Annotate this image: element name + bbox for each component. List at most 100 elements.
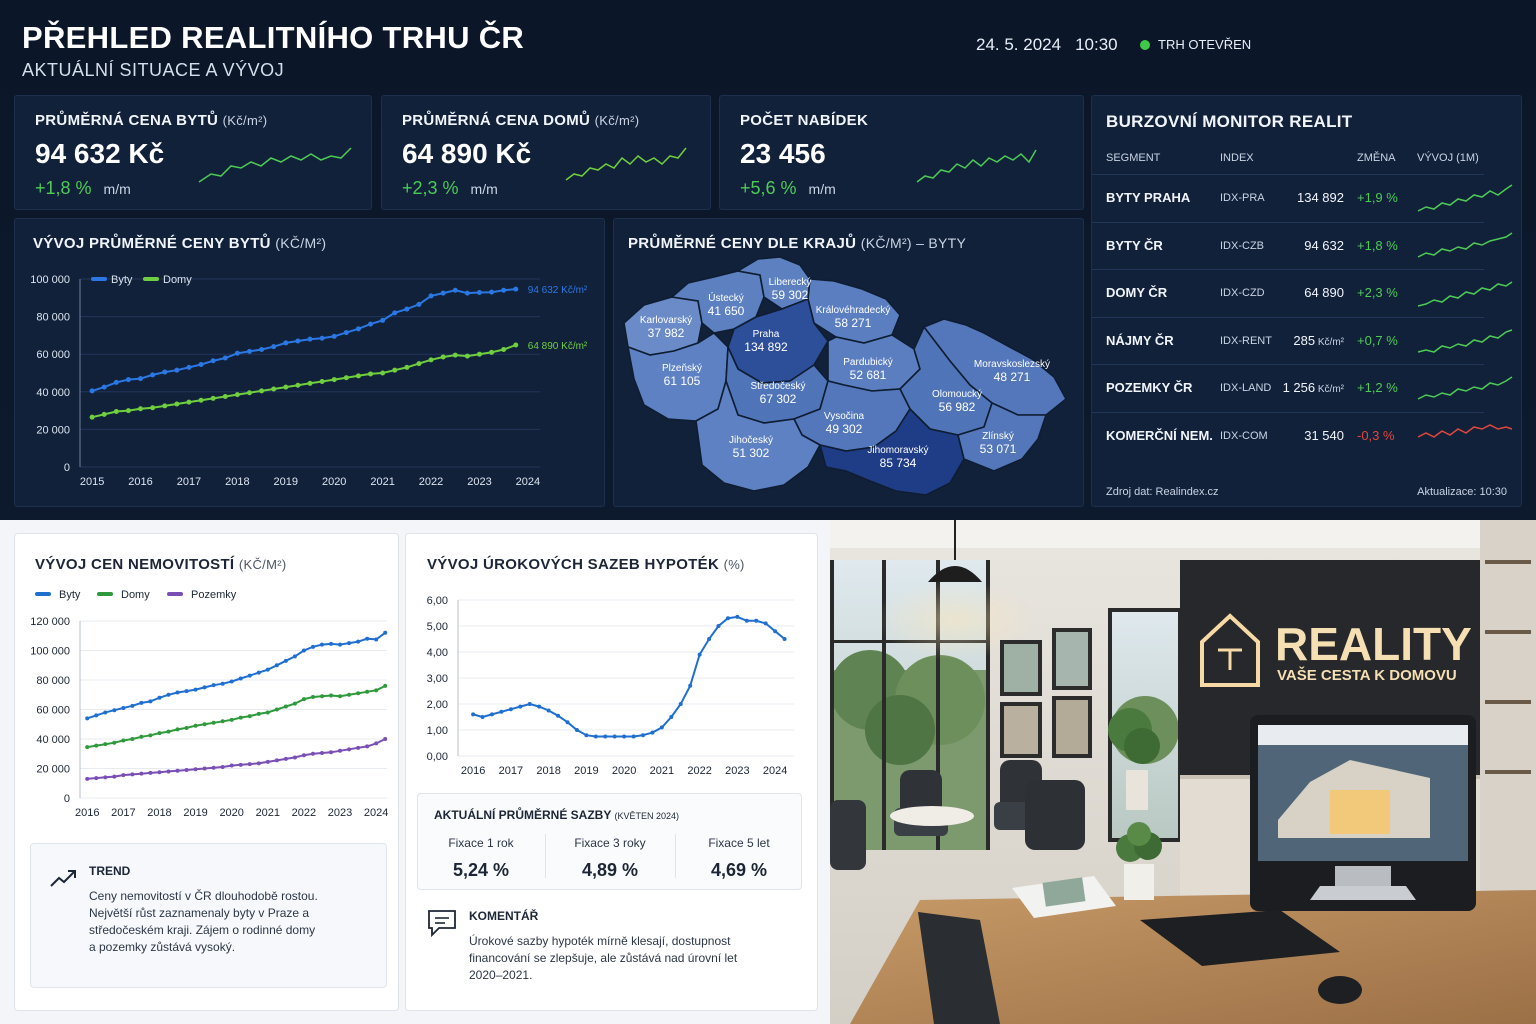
kpi-label: PRŮMĚRNÁ CENA DOMŮ (Kč/m²) [402,112,640,129]
data-point [584,733,589,738]
data-point [271,386,277,392]
market-status-text: TRH OTEVŘEN [1158,37,1252,52]
monitor-row[interactable]: BYTY PRAHA IDX-PRA 134 892 +1,9 % [1092,174,1513,221]
kpi-change: +2,3 % m/m [402,178,498,198]
trend-box: TREND Ceny nemovitostí v ČR dlouhodobě r… [30,843,387,988]
data-point [489,289,495,295]
data-point [211,683,216,688]
kpi-card-houses[interactable]: PRŮMĚRNÁ CENA DOMŮ (Kč/m²) 64 890 Kč +2,… [381,95,711,210]
data-point [612,734,617,739]
kpi-value: 64 890 Kč [402,138,532,169]
data-point [754,618,759,623]
date-time: 24. 5. 2024 10:30 [976,35,1132,55]
data-point [368,371,374,377]
data-point [329,693,334,698]
date-text: 24. 5. 2024 [976,35,1062,54]
x-tick-label: 2018 [536,765,560,777]
region-map-panel: PRŮMĚRNÉ CENY DLE KRAJŮ (KČ/M²) – BYTY K… [613,218,1084,507]
data-point [94,713,99,718]
legend-label: Byty [59,589,81,601]
region-name: Pardubický [843,357,892,368]
data-point [246,348,252,354]
data-point [174,401,180,407]
data-point [380,317,386,323]
data-point [186,399,192,405]
kpi-card-apartments[interactable]: PRŮMĚRNÁ CENA BYTŮ (Kč/m²) 94 632 Kč +1,… [14,95,372,210]
region-name: Středočeský [750,381,805,392]
index-change: -0,3 % [1357,427,1395,443]
data-point [139,771,144,776]
data-point [338,694,343,699]
y-tick-label: 60 000 [36,705,70,717]
region-value: 53 071 [980,442,1017,456]
data-point [343,330,349,336]
data-point [565,720,570,725]
col-trend: VÝVOJ (1M) [1417,152,1479,164]
update-time: Aktualizace: 10:30 [1417,486,1507,498]
region-name: Vysočina [824,411,865,422]
col-change: ZMĚNA [1357,152,1396,164]
office-illustration: REALITY VAŠE CESTA K DOMOVU [830,520,1536,1024]
index-value: 134 892 [1297,190,1344,205]
data-point [383,630,388,635]
region-value: 67 302 [760,392,797,406]
data-point [103,710,108,715]
apartment-price-chart: 0 20 000 40 000 60 000 80 000 100 000 2015 2016… [30,274,588,488]
col-index: INDEX [1220,152,1254,164]
sparkline-path [1417,231,1513,258]
data-point [428,357,434,363]
data-point [193,687,198,692]
data-point [678,702,683,706]
region-value: 61 105 [664,374,701,388]
index-code: IDX-PRA [1220,192,1265,204]
data-point [274,663,279,668]
monitor-row[interactable]: DOMY ČR IDX-CZD 64 890 +2,3 % [1092,269,1513,316]
y-tick-label: 100 000 [30,274,70,286]
data-point [125,408,131,414]
data-point [184,689,189,694]
data-point [234,350,240,356]
data-point [274,707,279,712]
end-value-label: 64 890 Kč/m² [528,341,588,352]
sparkline-path [1417,328,1513,353]
data-point [319,378,325,384]
trend-sparkline [1417,376,1513,400]
data-point [527,702,532,706]
data-point [416,301,422,307]
y-tick-label: 40 000 [36,734,70,746]
data-point [246,390,252,396]
monitor-row[interactable]: POZEMKY ČR IDX-LAND 1 256 Kč/m² +1,2 % [1092,364,1513,411]
monitor-row[interactable]: NÁJMY ČR IDX-RENT 285 Kč/m² +0,7 % [1092,316,1513,364]
region-value: 52 681 [850,368,887,382]
rates-title: AKTUÁLNÍ PRŮMĚRNÉ SAZBY (KVĚTEN 2024) [434,808,679,822]
data-point [476,351,482,357]
data-point [355,326,361,332]
monitor-row[interactable]: KOMERČNÍ NEM. IDX-COM 31 540 -0,3 % [1092,411,1513,459]
data-point [85,776,90,781]
data-point [392,310,398,316]
page-title: PŘEHLED REALITNÍHO TRHU ČR [22,20,525,55]
series-line-sazby [472,615,786,738]
data-point [669,715,674,719]
index-change: +1,9 % [1357,190,1398,205]
data-point [138,406,144,412]
x-tick-label: 2018 [225,476,249,488]
rate-fix-5: Fixace 5 let 4,69 % [708,836,770,880]
monitor-row[interactable]: BYTY ČR IDX-CZB 94 632 +1,8 % [1092,221,1513,269]
data-point [295,382,301,388]
data-point [480,715,485,719]
data-point [283,756,288,761]
region-name: Ústecký [708,291,744,304]
data-point [211,720,216,725]
kpi-card-offers[interactable]: POČET NABÍDEK 23 456 +5,6 % m/m [719,95,1084,210]
data-point [697,652,702,657]
data-point [476,290,482,296]
data-point [125,377,131,383]
property-price-chart: 0 20 000 40 000 60 000 80 000 100 000 120 000 2… [30,589,388,819]
region-value: 51 302 [733,446,770,460]
segment-name: DOMY ČR [1106,285,1168,300]
region-name: Zlínský [982,431,1014,442]
